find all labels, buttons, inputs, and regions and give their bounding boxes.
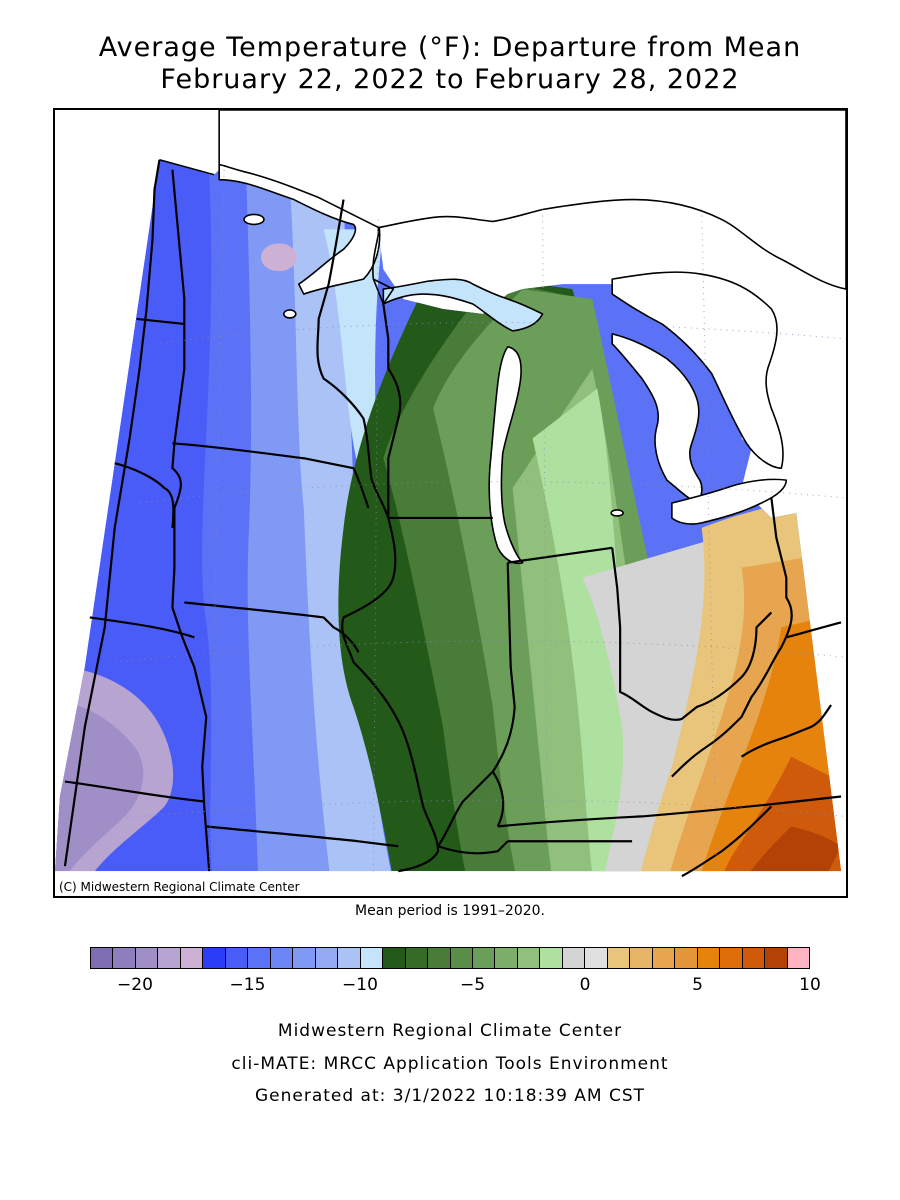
legend-swatch — [158, 948, 181, 968]
legend-swatch — [293, 948, 316, 968]
legend-swatch — [405, 948, 429, 968]
state-line-oh-west-south — [611, 547, 773, 721]
color-scale-legend — [90, 947, 810, 969]
graticule-lat-48 — [154, 321, 846, 345]
legend-swatch — [203, 948, 226, 968]
legend-swatch — [585, 948, 608, 968]
legend-swatch — [360, 948, 384, 968]
anomaly-band-plus8 — [731, 826, 842, 872]
legend-tick-label: 10 — [799, 975, 821, 995]
map-date-range: February 22, 2022 to February 28, 2022 — [160, 64, 740, 95]
legend-tick-label: −10 — [342, 975, 378, 995]
temperature-departure-map — [55, 110, 846, 878]
lake-st-clair — [610, 509, 624, 517]
anomaly-pocket-west — [130, 297, 181, 409]
legend-swatch — [697, 948, 721, 968]
legend-swatch — [540, 948, 563, 968]
anomaly-band-minus10 — [283, 159, 399, 872]
legend-tick-label: −5 — [459, 975, 486, 995]
map-title: Average Temperature (°F): Departure from… — [98, 32, 802, 63]
state-line-il-in — [437, 562, 516, 847]
legend-swatch — [495, 948, 518, 968]
legend-tick-label: −20 — [117, 975, 153, 995]
footer-tool-name: cli-MATE: MRCC Application Tools Environ… — [231, 1054, 669, 1074]
legend-swatch — [248, 948, 271, 968]
state-line-wv-va — [671, 497, 793, 778]
footer-generated-time: Generated at: 3/1/2022 10:18:39 AM CST — [254, 1086, 646, 1106]
footer-organization: Midwestern Regional Climate Center — [277, 1021, 623, 1041]
canada-land-outline — [218, 110, 846, 290]
legend-swatch — [270, 948, 294, 968]
map-panel — [53, 108, 848, 898]
state-line-ia-mo — [184, 601, 360, 653]
state-line-va-nc-west — [740, 704, 832, 758]
legend-swatch — [652, 948, 676, 968]
lake-erie-outline — [671, 478, 788, 525]
legend-swatch — [562, 948, 586, 968]
lake-michigan-outline — [488, 345, 524, 565]
legend-swatch — [607, 948, 631, 968]
legend-swatch — [428, 948, 451, 968]
legend-swatch — [338, 948, 361, 968]
state-line-ks-ok — [64, 780, 205, 803]
map-copyright: (C) Midwestern Regional Climate Center — [55, 879, 304, 895]
state-line-tn-nc — [681, 805, 773, 878]
legend-swatch — [113, 948, 136, 968]
state-line-west — [63, 159, 161, 867]
state-line-sd-ne — [114, 462, 175, 528]
state-line-in-mi — [507, 546, 613, 564]
anomaly-pocket-north — [260, 243, 297, 272]
legend-tick-label: −15 — [229, 975, 266, 995]
upper-peninsula-lake-edge — [382, 278, 544, 332]
legend-swatch — [450, 948, 473, 968]
state-line-mn-west — [171, 169, 211, 872]
ontario-land-outline — [611, 271, 784, 469]
legend-swatch — [180, 948, 204, 968]
legend-swatch — [630, 948, 653, 968]
state-line-wi-west-edge — [382, 303, 402, 518]
legend-swatch — [765, 948, 788, 968]
legend-swatch — [675, 948, 698, 968]
legend-tick-label: 5 — [692, 975, 703, 995]
legend-swatch — [472, 948, 496, 968]
legend-swatch — [135, 948, 159, 968]
state-line-mn-ia — [172, 442, 370, 509]
state-line-il-ky — [491, 771, 505, 827]
legend-swatch — [787, 948, 809, 968]
state-line-nd-sd — [136, 317, 185, 325]
lake-nipigon — [243, 213, 265, 226]
state-line-mo-ar — [206, 825, 399, 848]
state-line-ia-il-river — [341, 517, 397, 663]
legend-swatch — [517, 948, 541, 968]
state-line-pa-md — [786, 621, 842, 639]
state-line-ne-ks — [89, 616, 195, 639]
state-line-ky-tn — [497, 795, 842, 828]
state-line-mo-ky-tn — [437, 840, 509, 855]
legend-swatch — [225, 948, 249, 968]
legend-swatch — [383, 948, 406, 968]
legend-swatch — [315, 948, 339, 968]
lake-huron-outline — [611, 333, 703, 504]
legend-swatch — [91, 948, 114, 968]
legend-tick-label: 0 — [579, 975, 591, 995]
lake-shore-detail — [372, 227, 395, 305]
domain-edge — [159, 159, 215, 176]
state-line-mo-il-river — [352, 661, 440, 873]
graticule-lat-36 — [84, 799, 846, 822]
legend-swatch — [742, 948, 766, 968]
lake-north-small — [283, 309, 297, 319]
graticule-lat-40 — [114, 640, 846, 663]
legend-swatch — [720, 948, 743, 968]
mean-period-note: Mean period is 1991–2020. — [355, 903, 545, 919]
state-line-mn-wi — [316, 199, 390, 519]
